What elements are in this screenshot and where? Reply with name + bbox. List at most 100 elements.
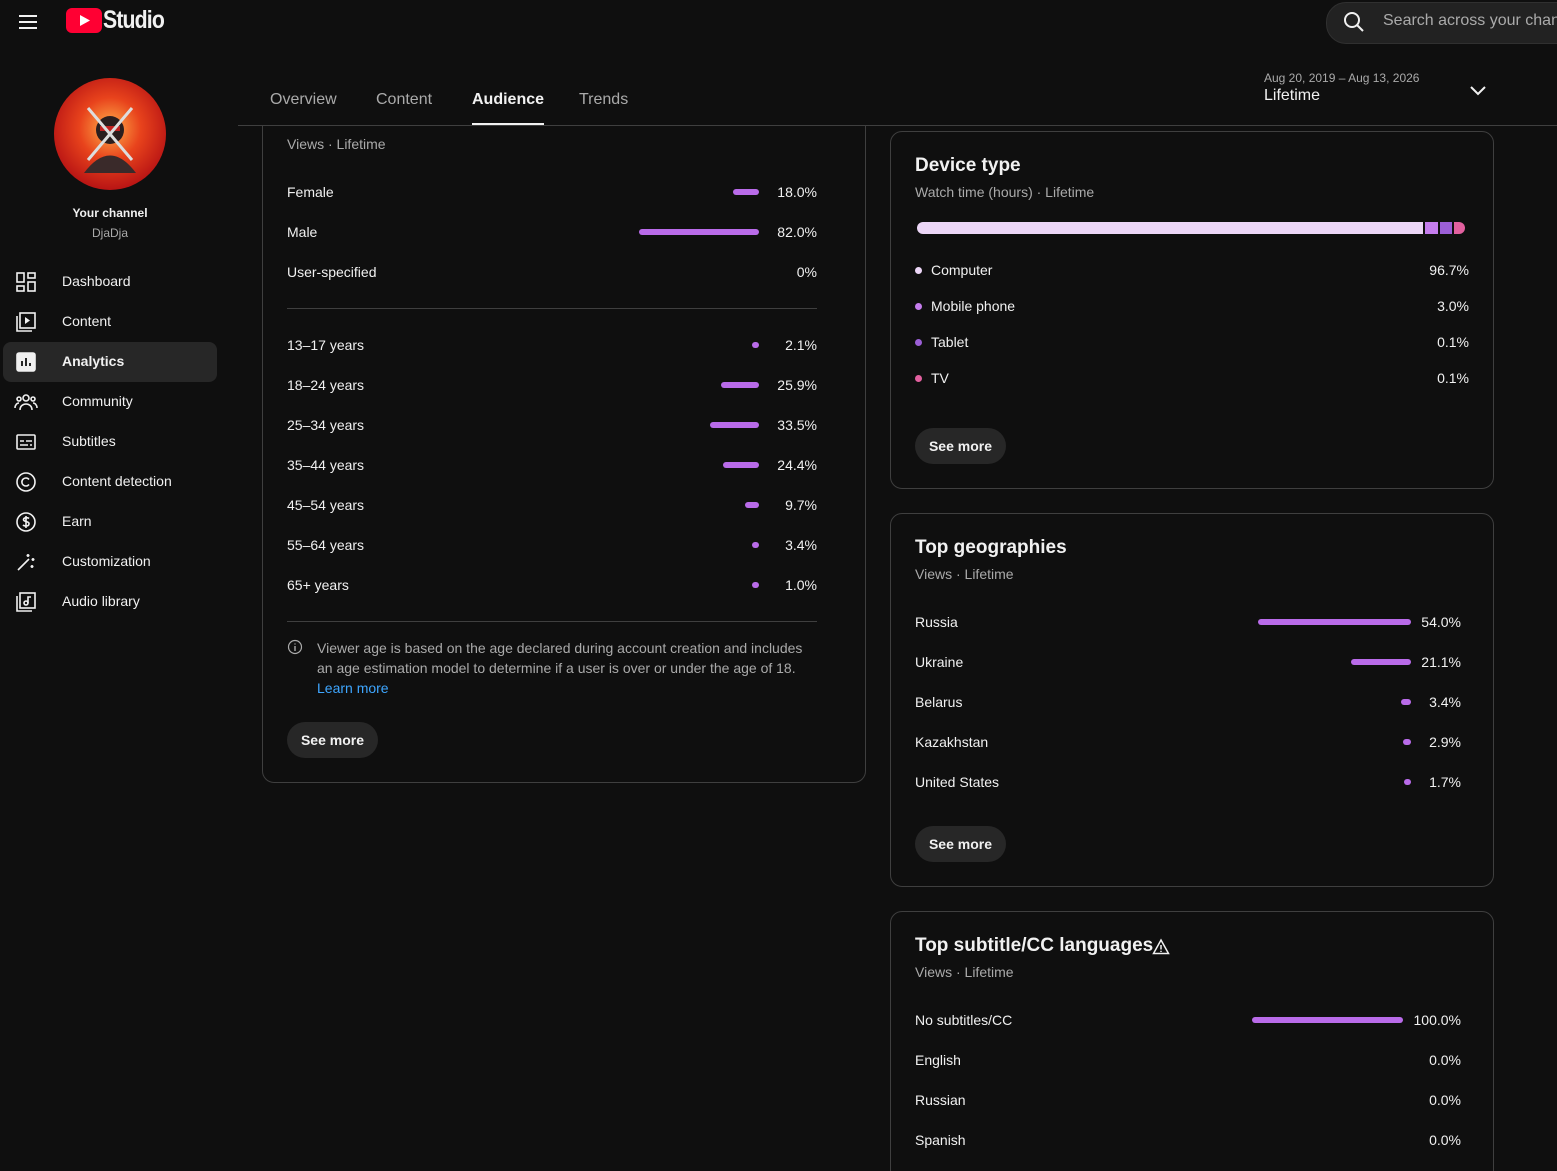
nav-icon[interactable] bbox=[14, 590, 38, 614]
card-subtitle: Views · Lifetime bbox=[915, 964, 1014, 980]
channel-avatar[interactable] bbox=[54, 78, 166, 190]
row-label: 13–17 years bbox=[287, 337, 365, 353]
see-more-button[interactable]: See more bbox=[915, 428, 1006, 464]
info-icon bbox=[287, 639, 303, 655]
row-label: United States bbox=[915, 774, 1000, 790]
bar bbox=[1404, 779, 1411, 785]
row-value: 9.7% bbox=[785, 497, 817, 513]
row-label: 65+ years bbox=[287, 577, 349, 593]
nav-icon[interactable] bbox=[14, 350, 38, 374]
nav-item[interactable] bbox=[3, 502, 217, 542]
bar bbox=[721, 382, 759, 388]
date-label[interactable]: Lifetime bbox=[1264, 87, 1321, 104]
legend-value: 3.0% bbox=[1437, 298, 1469, 314]
tab[interactable]: Overview bbox=[270, 91, 337, 108]
bar bbox=[732, 189, 759, 195]
legend-dot bbox=[915, 303, 922, 310]
nav-item[interactable] bbox=[3, 422, 217, 462]
nav-label[interactable]: Audio library bbox=[62, 593, 140, 609]
tab[interactable]: Trends bbox=[579, 91, 629, 108]
divider bbox=[287, 621, 817, 622]
bar bbox=[744, 502, 759, 508]
row-label: Belarus bbox=[915, 694, 963, 710]
row-label: Russia bbox=[915, 614, 958, 630]
legend-dot bbox=[915, 375, 922, 382]
bar bbox=[752, 342, 759, 348]
row-label: 18–24 years bbox=[287, 377, 365, 393]
nav-item[interactable] bbox=[3, 302, 217, 342]
row-label: Male bbox=[287, 224, 318, 240]
legend-value: 0.1% bbox=[1437, 370, 1469, 386]
tab[interactable]: Content bbox=[376, 91, 433, 108]
nav-item[interactable] bbox=[3, 342, 217, 382]
nav-icon[interactable] bbox=[14, 510, 38, 534]
search-icon[interactable] bbox=[1342, 10, 1366, 34]
date-dropdown[interactable] bbox=[1466, 78, 1490, 102]
row-value: 18.0% bbox=[777, 184, 817, 200]
row-value: 100.0% bbox=[1413, 1012, 1461, 1028]
nav-label[interactable]: Dashboard bbox=[62, 273, 131, 289]
search-box[interactable] bbox=[1326, 2, 1557, 44]
note-text: Viewer age is based on the age declared … bbox=[317, 640, 803, 656]
logo-icon[interactable] bbox=[66, 8, 102, 33]
legend-label: Tablet bbox=[931, 334, 969, 350]
geo-card bbox=[890, 513, 1494, 887]
row-label: Kazakhstan bbox=[915, 734, 989, 750]
logo-text[interactable]: Studio bbox=[103, 6, 165, 34]
row-label: 25–34 years bbox=[287, 417, 365, 433]
legend-dot bbox=[915, 339, 922, 346]
search-placeholder[interactable]: Search across your chan bbox=[1383, 12, 1557, 29]
row-value: 3.4% bbox=[785, 537, 817, 553]
nav-label[interactable]: Content bbox=[62, 313, 112, 329]
row-value: 0.0% bbox=[1429, 1052, 1461, 1068]
nav-label[interactable]: Customization bbox=[62, 553, 151, 569]
menu-button[interactable] bbox=[16, 10, 40, 34]
bar bbox=[1351, 659, 1411, 665]
card-subtitle: Views · Lifetime bbox=[915, 566, 1014, 582]
row-value: 0% bbox=[796, 264, 817, 280]
nav-label[interactable]: Analytics bbox=[62, 353, 125, 369]
nav-label[interactable]: Subtitles bbox=[62, 433, 116, 449]
card-title: Top geographies bbox=[915, 537, 1067, 558]
nav-item[interactable] bbox=[3, 582, 217, 622]
device-segment bbox=[1453, 222, 1465, 234]
row-value: 82.0% bbox=[777, 224, 817, 240]
bar bbox=[1401, 699, 1411, 705]
bar bbox=[752, 582, 759, 588]
nav-icon[interactable] bbox=[14, 470, 38, 494]
nav-icon[interactable] bbox=[14, 270, 38, 294]
device-segment bbox=[917, 222, 1423, 234]
nav-item[interactable] bbox=[3, 262, 217, 302]
nav-label[interactable]: Earn bbox=[62, 513, 92, 529]
nav-item[interactable] bbox=[3, 462, 217, 502]
row-value: 54.0% bbox=[1421, 614, 1461, 630]
nav-icon[interactable] bbox=[14, 550, 38, 574]
nav-label[interactable]: Community bbox=[62, 393, 133, 409]
nav-icon[interactable] bbox=[14, 430, 38, 454]
row-value: 24.4% bbox=[777, 457, 817, 473]
row-value: 21.1% bbox=[1421, 654, 1461, 670]
row-label: User-specified bbox=[287, 264, 377, 280]
device-segment bbox=[1424, 222, 1439, 234]
nav-item[interactable] bbox=[3, 542, 217, 582]
channel-label: Your channel bbox=[72, 206, 148, 220]
bar bbox=[1252, 1017, 1403, 1023]
tab[interactable]: Audience bbox=[472, 91, 545, 108]
nav-icon[interactable] bbox=[14, 390, 38, 414]
nav-icon[interactable] bbox=[14, 310, 38, 334]
device-card bbox=[890, 131, 1494, 489]
learn-more-link[interactable]: Learn more bbox=[317, 680, 389, 696]
row-label: Female bbox=[287, 184, 334, 200]
legend-label: TV bbox=[931, 370, 949, 386]
nav-label[interactable]: Content detection bbox=[62, 473, 172, 489]
date-range[interactable]: Aug 20, 2019 – Aug 13, 2026 bbox=[1264, 71, 1420, 85]
legend-label: Mobile phone bbox=[931, 298, 1016, 314]
see-more-button[interactable]: See more bbox=[915, 826, 1006, 862]
warning-icon[interactable] bbox=[1152, 938, 1170, 956]
see-more-button[interactable]: See more bbox=[287, 722, 378, 758]
row-label: Ukraine bbox=[915, 654, 964, 670]
row-value: 3.4% bbox=[1429, 694, 1461, 710]
row-value: 0.0% bbox=[1429, 1132, 1461, 1148]
nav-item[interactable] bbox=[3, 382, 217, 422]
